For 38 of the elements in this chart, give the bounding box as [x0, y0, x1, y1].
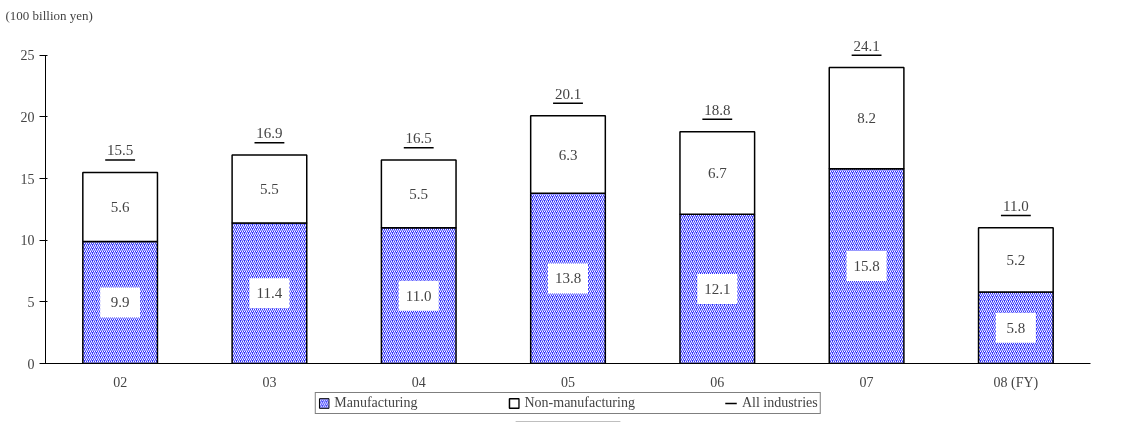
y-tick-label: 15: [20, 171, 35, 187]
data-label: 15.8: [853, 258, 880, 275]
data-label: 9.9: [110, 294, 130, 311]
data-label: 5.6: [110, 198, 131, 215]
x-tick-label: 03: [262, 374, 277, 390]
data-label: 5.8: [1006, 319, 1026, 336]
y-axis-title: (100 billion yen): [5, 7, 93, 23]
data-label: 11.4: [256, 285, 283, 302]
text: All industries: [741, 395, 818, 411]
data-label: 6.3: [558, 146, 578, 163]
data-label: 8.2: [857, 110, 876, 127]
y-tick-label: 5: [27, 294, 35, 310]
x-tick-label: 04: [411, 374, 426, 390]
data-label: 5.2: [1006, 251, 1026, 268]
data-label: 11.0: [405, 287, 432, 304]
data-label: 12.1: [704, 280, 731, 297]
data-label: 5.5: [260, 181, 279, 198]
x-tick-label: 07: [859, 374, 874, 390]
data-label: 5.5: [409, 185, 429, 202]
total-label: 24.1: [853, 37, 880, 54]
y-tick-label: 20: [20, 109, 35, 125]
legend-label: Non-manufacturing: [524, 395, 635, 411]
x-tick-label: 05: [561, 374, 575, 390]
x-tick-label: 08 (FY): [993, 374, 1039, 391]
y-tick-label: 0: [27, 356, 35, 372]
x-tick-label: 02: [113, 374, 128, 390]
data-label: 13.8: [554, 270, 582, 287]
total-label: 18.8: [704, 101, 731, 118]
total-label: 20.1: [554, 85, 582, 102]
legend-label: Manufacturing: [334, 395, 418, 411]
total-label: 15.5: [107, 142, 134, 159]
total-label: 16.5: [405, 130, 432, 147]
total-label: 16.9: [256, 125, 283, 142]
x-tick-label: 06: [710, 374, 725, 390]
total-label: 11.0: [1003, 197, 1029, 214]
data-label: 6.7: [707, 165, 728, 181]
y-tick-label: 10: [20, 233, 35, 249]
y-tick-label: 25: [20, 48, 35, 64]
